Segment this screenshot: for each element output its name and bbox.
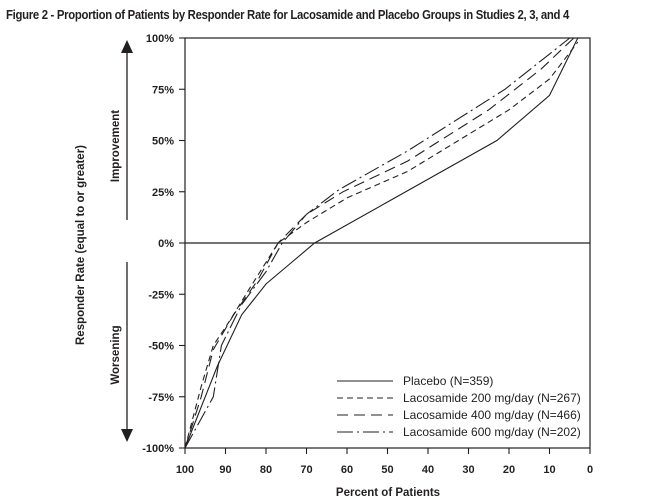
worsening-label: Worsening	[110, 325, 122, 384]
series-line-3	[184, 37, 571, 449]
y-tick-label: 50%	[152, 136, 174, 148]
improvement-arrow	[121, 40, 133, 220]
x-tick-label: 60	[341, 464, 353, 476]
x-tick-label: 80	[260, 464, 272, 476]
y-tick-label: 75%	[152, 84, 174, 96]
x-tick-label: 0	[587, 464, 593, 476]
x-tick-label: 10	[543, 464, 555, 476]
x-tick-label: 50	[381, 464, 393, 476]
y-tick-label: 25%	[152, 187, 174, 199]
y-tick-label: -100%	[142, 443, 174, 455]
y-tick-label: -50%	[148, 341, 174, 353]
series-line-1	[184, 41, 579, 449]
worsening-arrow	[121, 262, 133, 442]
legend-label: Lacosamide 600 mg/day (N=202)	[403, 425, 581, 439]
legend-label: Placebo (N=359)	[403, 374, 493, 388]
y-tick-label: -75%	[148, 392, 174, 404]
x-tick-label: 70	[300, 464, 312, 476]
legend-label: Lacosamide 400 mg/day (N=466)	[403, 408, 581, 422]
x-axis-label: Percent of Patients	[336, 487, 440, 499]
y-tick-label: -25%	[148, 289, 174, 301]
figure-title: Figure 2 - Proportion of Patients by Res…	[6, 7, 570, 22]
x-tick-label: 90	[219, 464, 231, 476]
x-tick-label: 100	[176, 464, 194, 476]
x-tick-label: 20	[503, 464, 515, 476]
improvement-label: Improvement	[110, 110, 122, 182]
y-tick-label: 100%	[146, 33, 174, 45]
x-tick-label: 40	[422, 464, 434, 476]
series-line-2	[184, 37, 575, 449]
y-axis-label: Responder Rate (equal to or greater)	[75, 145, 87, 345]
x-tick-label: 30	[462, 464, 474, 476]
legend-label: Lacosamide 200 mg/day (N=267)	[403, 391, 581, 405]
series-line-0	[184, 37, 579, 449]
y-tick-label: 0%	[158, 238, 174, 250]
